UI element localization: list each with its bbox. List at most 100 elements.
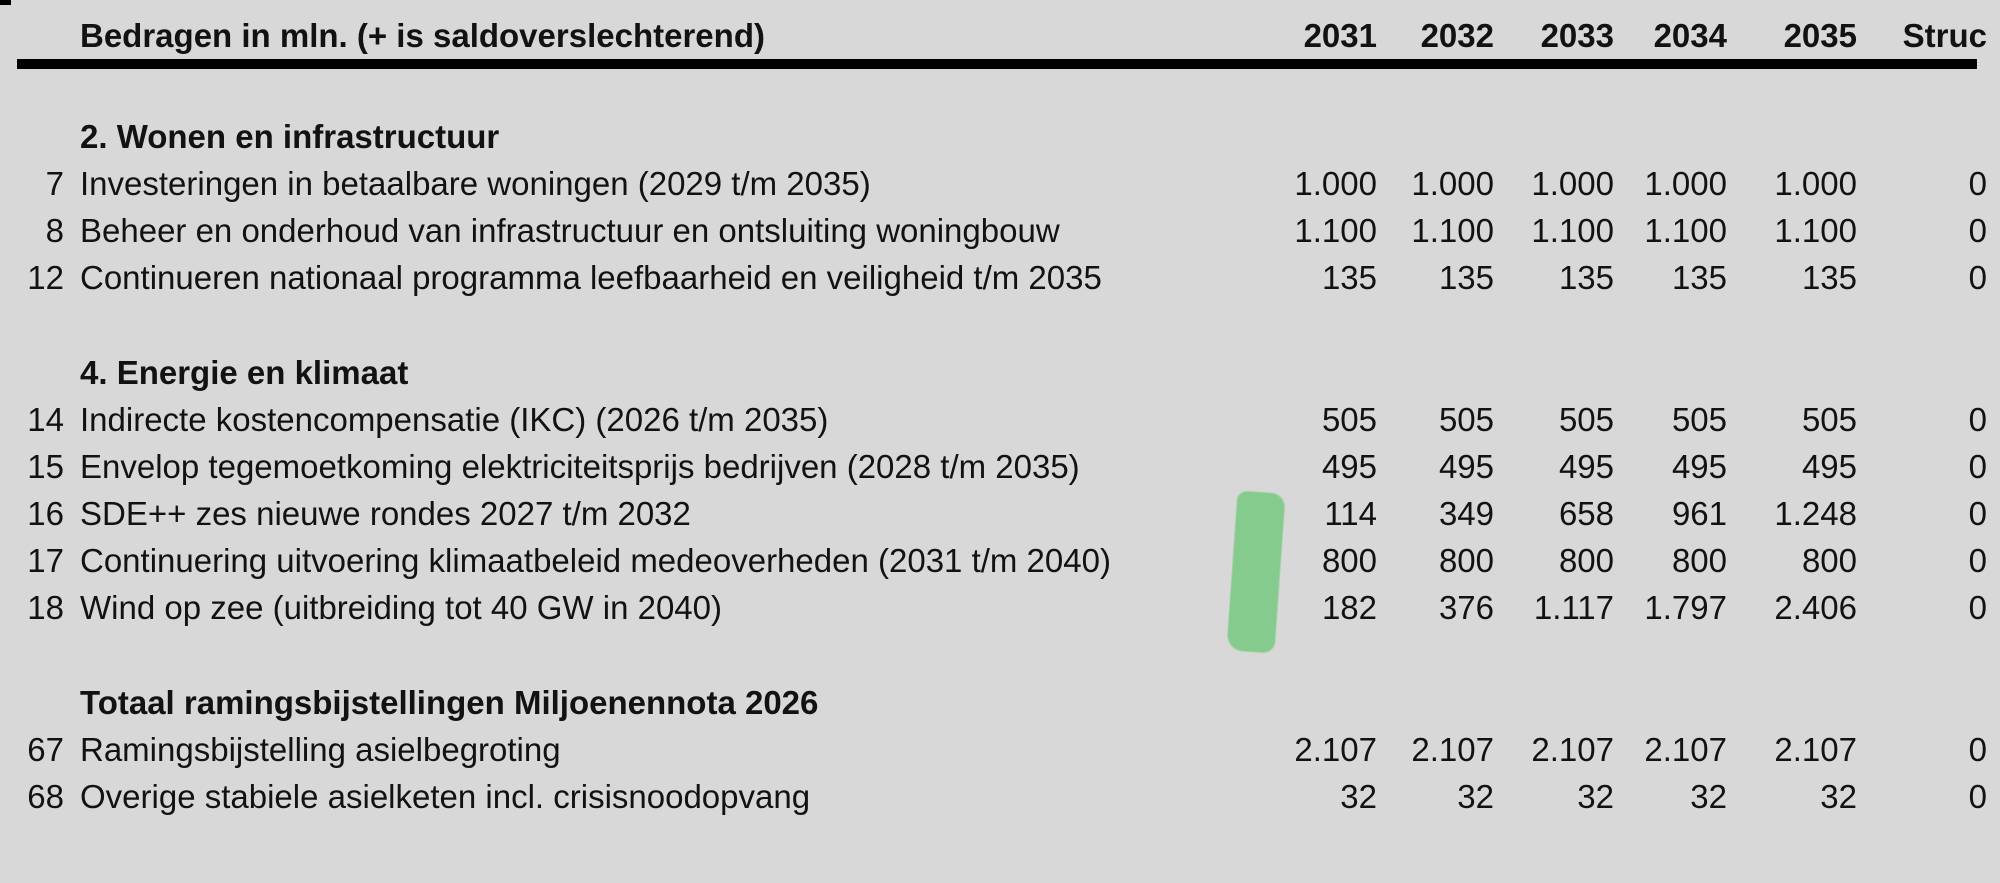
row-label: Envelop tegemoetkoming elektriciteitspri… <box>80 448 1080 485</box>
row-number: 18 <box>27 589 64 626</box>
column-header-2031: 2031 <box>1303 17 1377 54</box>
table-row: 15 Envelop tegemoetkoming elektriciteits… <box>0 443 2000 490</box>
value-2035: 800 <box>1801 542 1857 579</box>
section-heading: Totaal ramingsbijstellingen Miljoenennot… <box>80 684 819 721</box>
value-2032: 505 <box>1438 401 1494 438</box>
value-struc: 0 <box>1968 495 1987 532</box>
value-2031: 505 <box>1321 401 1377 438</box>
table-section: 4. Energie en klimaat 14 Indirecte koste… <box>0 349 2000 631</box>
value-2034: 495 <box>1671 448 1727 485</box>
value-2032: 349 <box>1438 495 1494 532</box>
table-title: Bedragen in mln. (+ is saldoverslechtere… <box>80 17 765 54</box>
value-2033: 135 <box>1558 259 1614 296</box>
value-2034: 1.797 <box>1644 589 1727 626</box>
row-number: 14 <box>27 401 64 438</box>
table-section: Totaal ramingsbijstellingen Miljoenennot… <box>0 679 2000 820</box>
value-2034: 1.100 <box>1644 212 1727 249</box>
value-2031: 114 <box>1324 495 1377 532</box>
value-struc: 0 <box>1968 259 1987 296</box>
value-2035: 1.248 <box>1774 495 1857 532</box>
value-2033: 1.117 <box>1533 589 1614 626</box>
value-2034: 800 <box>1671 542 1727 579</box>
value-struc: 0 <box>1968 448 1987 485</box>
value-2033: 1.000 <box>1531 165 1614 202</box>
row-label: Continuering uitvoering klimaatbeleid me… <box>80 542 1111 579</box>
value-2032: 495 <box>1438 448 1494 485</box>
value-2033: 800 <box>1558 542 1614 579</box>
row-number: 67 <box>27 731 64 768</box>
table-row: 14 Indirecte kostencompensatie (IKC) (20… <box>0 396 2000 443</box>
value-2032: 135 <box>1438 259 1494 296</box>
section-heading: 4. Energie en klimaat <box>80 354 409 391</box>
row-label: Continueren nationaal programma leefbaar… <box>80 259 1102 296</box>
value-2032: 32 <box>1457 778 1494 815</box>
value-2033: 495 <box>1558 448 1614 485</box>
value-2031: 32 <box>1340 778 1377 815</box>
value-2032: 376 <box>1438 589 1494 626</box>
value-2035: 2.107 <box>1774 731 1857 768</box>
sections: 2. Wonen en infrastructuur 7 Investering… <box>0 113 2000 820</box>
page-edge-artifact <box>0 0 11 5</box>
value-2031: 135 <box>1321 259 1377 296</box>
value-2034: 32 <box>1690 778 1727 815</box>
value-2035: 2.406 <box>1774 589 1857 626</box>
header-divider-rule <box>17 59 1977 69</box>
section-heading: 2. Wonen en infrastructuur <box>80 118 500 155</box>
row-number: 68 <box>27 778 64 815</box>
value-struc: 0 <box>1968 731 1987 768</box>
value-2033: 505 <box>1558 401 1614 438</box>
value-struc: 0 <box>1968 589 1987 626</box>
value-2033: 1.100 <box>1531 212 1614 249</box>
value-2033: 32 <box>1577 778 1614 815</box>
table-row: 12 Continueren nationaal programma leefb… <box>0 254 2000 301</box>
value-struc: 0 <box>1968 165 1987 202</box>
value-2032: 2.107 <box>1411 731 1494 768</box>
column-header-2032: 2032 <box>1420 17 1494 54</box>
table-row: 8 Beheer en onderhoud van infrastructuur… <box>0 207 2000 254</box>
value-2031: 2.107 <box>1294 731 1377 768</box>
table-header-row: Bedragen in mln. (+ is saldoverslechtere… <box>0 0 2000 59</box>
value-2032: 800 <box>1438 542 1494 579</box>
column-header-2033: 2033 <box>1540 17 1614 54</box>
table-row: 68 Overige stabiele asielketen incl. cri… <box>0 773 2000 820</box>
value-2031: 800 <box>1321 542 1377 579</box>
row-number: 17 <box>27 542 64 579</box>
value-2034: 1.000 <box>1644 165 1727 202</box>
table-row: 17 Continuering uitvoering klimaatbeleid… <box>0 537 2000 584</box>
value-2034: 2.107 <box>1644 731 1727 768</box>
section-rows: 7 Investeringen in betaalbare woningen (… <box>0 160 2000 301</box>
row-label: Ramingsbijstelling asielbegroting <box>80 731 561 768</box>
value-2034: 135 <box>1671 259 1727 296</box>
row-label: Beheer en onderhoud van infrastructuur e… <box>80 212 1060 249</box>
column-header-2034: 2034 <box>1653 17 1727 54</box>
value-2034: 505 <box>1671 401 1727 438</box>
row-number: 8 <box>45 212 64 249</box>
value-struc: 0 <box>1968 778 1987 815</box>
section-rows: 14 Indirecte kostencompensatie (IKC) (20… <box>0 396 2000 631</box>
value-struc: 0 <box>1968 212 1987 249</box>
value-2035: 135 <box>1801 259 1857 296</box>
section-heading-row: 2. Wonen en infrastructuur <box>0 113 2000 160</box>
row-label: Investeringen in betaalbare woningen (20… <box>80 165 871 202</box>
row-number: 7 <box>45 165 64 202</box>
value-struc: 0 <box>1968 542 1987 579</box>
row-label: Overige stabiele asielketen incl. crisis… <box>80 778 811 815</box>
row-number: 15 <box>27 448 64 485</box>
column-header-2035: 2035 <box>1783 17 1857 54</box>
value-2035: 505 <box>1801 401 1857 438</box>
row-label: SDE++ zes nieuwe rondes 2027 t/m 2032 <box>80 495 691 532</box>
row-label: Wind op zee (uitbreiding tot 40 GW in 20… <box>80 589 723 626</box>
value-2031: 1.100 <box>1294 212 1377 249</box>
value-2035: 495 <box>1801 448 1857 485</box>
value-2034: 961 <box>1671 495 1727 532</box>
table-row: 67 Ramingsbijstelling asielbegroting 2.1… <box>0 726 2000 773</box>
table-row: 16 SDE++ zes nieuwe rondes 2027 t/m 2032… <box>0 490 2000 537</box>
value-2035: 1.100 <box>1774 212 1857 249</box>
section-heading-row: 4. Energie en klimaat <box>0 349 2000 396</box>
value-2031: 1.000 <box>1294 165 1377 202</box>
value-2033: 2.107 <box>1531 731 1614 768</box>
value-2031: 182 <box>1321 589 1377 626</box>
table-section: 2. Wonen en infrastructuur 7 Investering… <box>0 113 2000 301</box>
table-row: 7 Investeringen in betaalbare woningen (… <box>0 160 2000 207</box>
